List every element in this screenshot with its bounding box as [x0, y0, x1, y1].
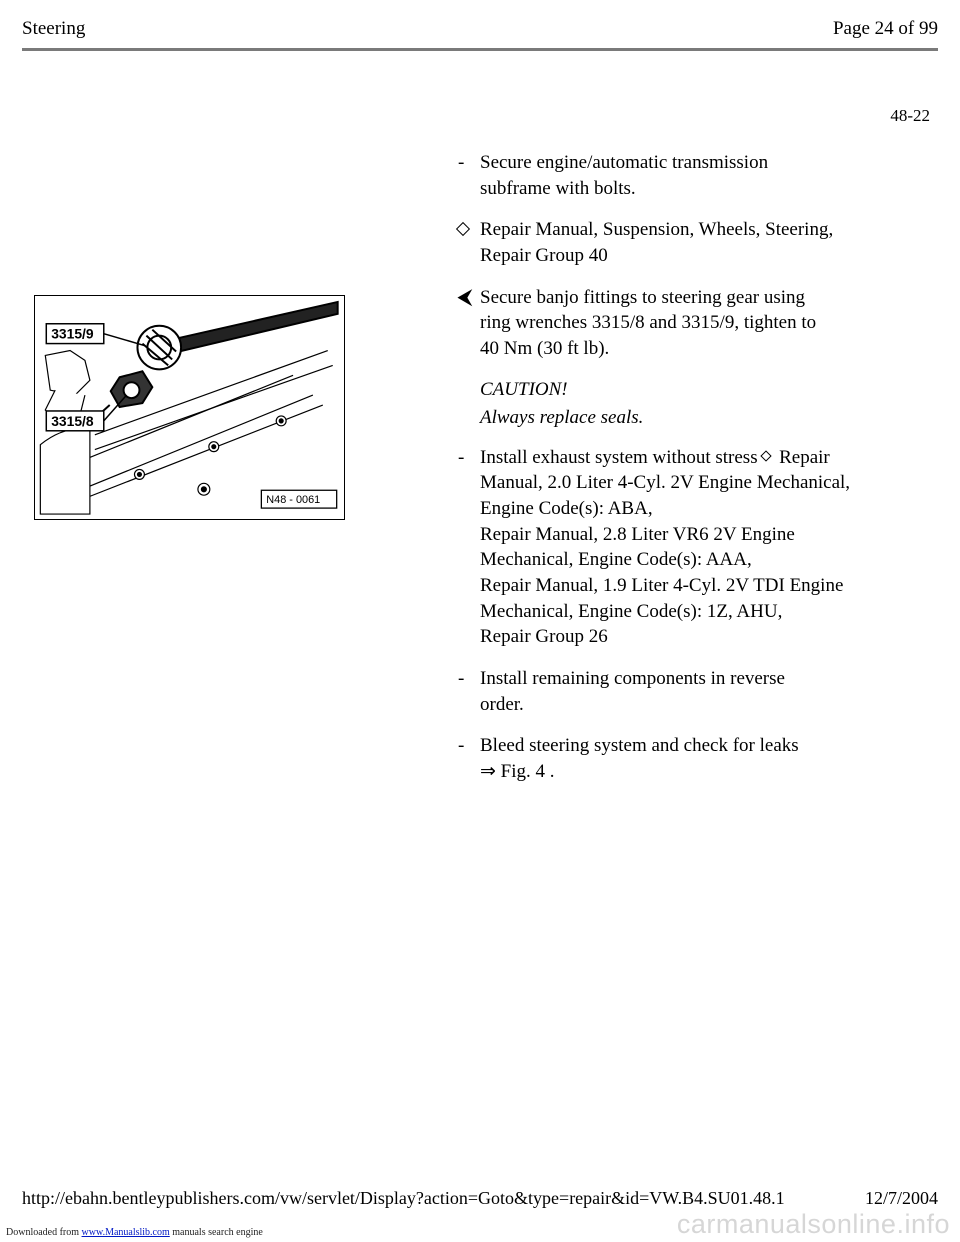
- step-text-line: ring wrenches 3315/8 and 3315/9, tighten…: [480, 312, 816, 333]
- step-bolt-subframe: - Secure engine/automatic transmission s…: [350, 150, 930, 201]
- page-id: 48-22: [890, 106, 930, 126]
- watermark: carmanualsonline.info: [677, 1209, 950, 1240]
- bullet-dash: -: [458, 445, 464, 471]
- step-text-line: Install exhaust system without stress: [480, 447, 762, 468]
- step-install-exhaust: - Install exhaust system without stress …: [350, 445, 930, 650]
- figure-steering-wrenches: 3315/9 3315/8 N48 - 0061: [34, 295, 345, 520]
- content-body: - Secure engine/automatic transmission s…: [350, 150, 930, 800]
- ref-text: Repair Group 40: [480, 245, 608, 266]
- figure-svg: 3315/9 3315/8 N48 - 0061: [35, 296, 344, 519]
- figure-label-1: 3315/9: [51, 326, 94, 342]
- diamond-icon: [762, 449, 774, 464]
- step-text-line: subframe with bolts.: [480, 178, 636, 199]
- step-text-line: Secure banjo fittings to steering gear u…: [480, 287, 805, 308]
- step-text-line: 40 Nm (30 ft lb).: [480, 338, 609, 359]
- ref-text: Repair Manual, 1.9 Liter 4-Cyl. 2V TDI E…: [480, 575, 843, 596]
- step-text-line: Secure engine/automatic transmission: [480, 152, 768, 173]
- bullet-dash: -: [458, 150, 464, 176]
- ref-text: Engine Code(s): ABA,: [480, 498, 653, 519]
- page: Steering Page 24 of 99 48-22 - Secure en…: [0, 0, 960, 1242]
- download-prefix: Downloaded from: [6, 1227, 82, 1238]
- caution-text: Always replace seals.: [350, 405, 930, 431]
- diamond-icon: [458, 217, 472, 243]
- step-text-line: Bleed steering system and check for leak…: [480, 735, 799, 756]
- figure-label-2: 3315/8: [51, 413, 94, 429]
- figure-code: N48 - 0061: [266, 494, 320, 506]
- ref-text: Repair Manual, Suspension, Wheels, Steer…: [480, 219, 833, 240]
- step-bleed-steering: - Bleed steering system and check for le…: [350, 733, 930, 784]
- bullet-dash: -: [458, 733, 464, 759]
- ref-text: Mechanical, Engine Code(s): AAA,: [480, 549, 752, 570]
- download-link[interactable]: www.Manualslib.com: [82, 1227, 170, 1238]
- ref-text: Repair Group 26: [480, 626, 608, 647]
- caution-body: Always replace seals.: [480, 407, 643, 428]
- step-banjo-fittings: ⮜ Secure banjo fittings to steering gear…: [350, 285, 930, 362]
- ref-text: Manual, 2.0 Liter 4-Cyl. 2V Engine Mecha…: [480, 472, 850, 493]
- footer-date: 12/7/2004: [865, 1188, 938, 1209]
- header-title: Steering: [22, 18, 85, 40]
- download-suffix: manuals search engine: [170, 1227, 263, 1238]
- step-text-line: Install remaining components in reverse: [480, 668, 785, 689]
- step-text-line: order.: [480, 694, 524, 715]
- download-note: Downloaded from www.Manualslib.com manua…: [6, 1227, 263, 1238]
- arrow-right-icon: ⇒: [480, 761, 496, 782]
- caution-label: CAUTION!: [350, 377, 930, 403]
- ref-text: Repair: [779, 447, 830, 468]
- step-install-remaining: - Install remaining components in revers…: [350, 666, 930, 717]
- ref-text: Mechanical, Engine Code(s): 1Z, AHU,: [480, 601, 782, 622]
- header-page-number: Page 24 of 99: [833, 18, 938, 40]
- page-header: Steering Page 24 of 99: [22, 18, 938, 40]
- ref-repair-manual-1: Repair Manual, Suspension, Wheels, Steer…: [350, 217, 930, 268]
- bullet-dash: -: [458, 666, 464, 692]
- ref-text: Repair Manual, 2.8 Liter VR6 2V Engine: [480, 524, 795, 545]
- footer-url: http://ebahn.bentleypublishers.com/vw/se…: [22, 1188, 785, 1209]
- arrow-left-icon: ⮜: [458, 285, 472, 311]
- header-rule: [22, 48, 938, 51]
- step-text-line: Fig. 4 .: [501, 761, 555, 782]
